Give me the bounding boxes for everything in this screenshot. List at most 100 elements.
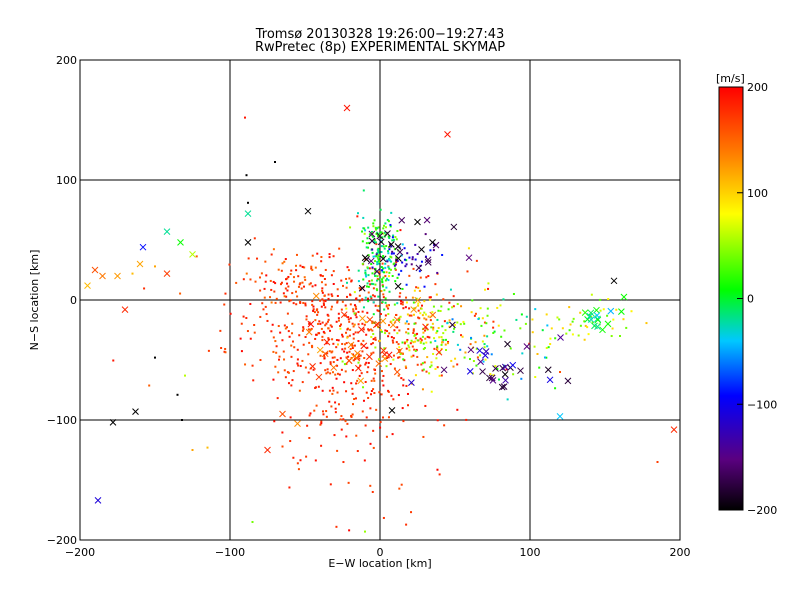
data-point <box>430 390 433 393</box>
data-point <box>390 336 393 339</box>
data-point <box>263 296 266 299</box>
data-point <box>406 313 409 316</box>
data-point <box>432 305 435 308</box>
data-point <box>440 305 443 308</box>
data-point <box>365 361 368 364</box>
data-point <box>371 272 374 275</box>
data-point <box>445 348 448 351</box>
y-tick-label: 100 <box>56 174 77 187</box>
data-point <box>404 341 407 344</box>
data-point <box>314 459 317 462</box>
data-point <box>367 291 370 294</box>
data-point <box>350 415 353 418</box>
data-point <box>416 339 419 342</box>
data-point <box>387 266 390 269</box>
data-point <box>206 446 209 449</box>
data-point <box>412 331 415 334</box>
data-point <box>292 456 295 459</box>
data-point-x <box>593 312 601 319</box>
data-point <box>341 360 344 363</box>
data-point <box>410 314 413 317</box>
data-point <box>451 318 454 321</box>
data-point <box>324 300 327 303</box>
data-point <box>375 408 378 411</box>
data-point <box>372 255 375 258</box>
data-point <box>378 260 381 263</box>
data-point <box>242 278 245 281</box>
data-point <box>492 374 495 377</box>
data-point <box>382 232 385 235</box>
data-point <box>336 358 339 361</box>
data-point <box>388 248 391 251</box>
data-point <box>433 337 436 340</box>
data-point <box>357 331 360 334</box>
data-point <box>418 289 421 292</box>
data-point <box>405 331 408 334</box>
data-point <box>326 320 329 323</box>
data-point <box>405 523 408 526</box>
data-point <box>244 363 247 366</box>
data-point-x <box>279 410 286 418</box>
data-point <box>422 435 425 438</box>
data-point <box>259 315 262 318</box>
data-point-x <box>388 407 396 414</box>
data-point <box>381 262 384 265</box>
data-point <box>524 322 527 325</box>
data-point <box>340 323 343 326</box>
data-point <box>565 332 568 335</box>
data-point-x <box>509 361 517 369</box>
data-point <box>272 336 275 339</box>
data-point <box>272 248 275 251</box>
data-point <box>323 294 326 297</box>
data-point <box>342 418 345 421</box>
data-point <box>358 374 361 377</box>
data-point <box>291 332 294 335</box>
data-point-x <box>395 255 402 262</box>
data-point <box>407 344 410 347</box>
data-point <box>403 359 406 362</box>
data-point <box>407 404 410 407</box>
data-point-x <box>366 353 373 361</box>
data-point <box>367 274 370 277</box>
data-point <box>376 227 379 230</box>
data-point <box>423 361 426 364</box>
data-point <box>380 290 383 293</box>
data-point <box>583 320 586 323</box>
data-point <box>382 276 385 279</box>
data-point <box>364 424 367 427</box>
data-point-x <box>114 272 121 280</box>
data-point <box>448 301 451 304</box>
data-point <box>287 275 290 278</box>
data-point <box>325 415 328 418</box>
data-point <box>347 318 350 321</box>
data-point <box>283 369 286 372</box>
data-point <box>486 307 489 310</box>
data-point <box>554 387 557 390</box>
data-point <box>481 317 484 320</box>
data-point <box>240 322 243 325</box>
data-point <box>247 257 250 260</box>
data-point <box>372 338 375 341</box>
data-point <box>332 361 335 364</box>
data-point <box>390 394 393 397</box>
data-point-x <box>244 210 252 217</box>
data-point <box>274 365 277 368</box>
data-point <box>309 282 312 285</box>
data-point <box>435 357 438 360</box>
data-point <box>392 238 395 241</box>
y-tick-label: −100 <box>47 414 77 427</box>
data-point <box>475 364 478 367</box>
data-point <box>350 382 353 385</box>
data-point <box>291 340 294 343</box>
data-point <box>270 330 273 333</box>
data-point-x <box>368 230 376 238</box>
data-point <box>415 286 418 289</box>
data-point <box>376 275 379 278</box>
data-point <box>505 368 508 371</box>
data-point <box>299 301 302 304</box>
data-point <box>321 410 324 413</box>
data-point <box>281 262 284 265</box>
data-point <box>377 226 380 229</box>
axis-ticks: −200 −100 0 100 200 −200 −100 0 100 200 <box>47 54 691 559</box>
data-point <box>625 326 628 329</box>
